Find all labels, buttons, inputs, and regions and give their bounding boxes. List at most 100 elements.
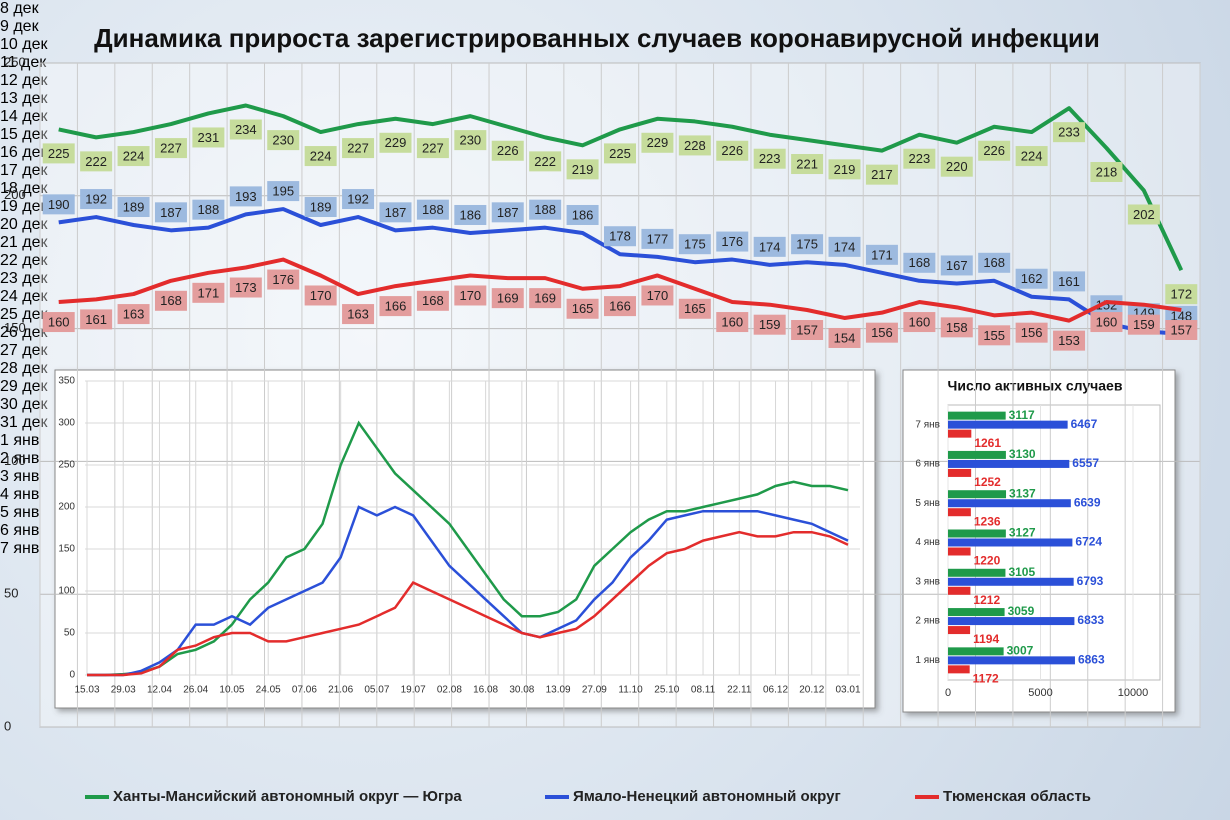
data-label: 188 (534, 202, 556, 217)
data-label-box (304, 285, 337, 306)
bar (948, 608, 1005, 617)
data-label: 170 (647, 288, 669, 303)
x-tick-label: 27 дек (0, 342, 48, 359)
legend-label: Ханты-Мансийский автономный округ — Югра (113, 788, 462, 805)
data-label-box (940, 156, 973, 177)
y-tick-label: 0 (4, 718, 11, 733)
data-label: 193 (235, 189, 257, 204)
data-label: 186 (572, 207, 594, 222)
data-label-box (791, 234, 824, 255)
data-label: 189 (123, 199, 145, 214)
data-label-box (903, 148, 936, 169)
x-tick-label: 16 дек (0, 144, 48, 161)
data-label: 224 (310, 148, 332, 163)
data-label: 175 (796, 237, 818, 252)
data-label-box (229, 119, 262, 140)
data-label-box (641, 285, 674, 306)
data-label: 228 (684, 138, 706, 153)
x-tick-label: 30.08 (509, 685, 534, 696)
data-label: 222 (534, 154, 556, 169)
data-label: 3137 (1009, 486, 1036, 500)
data-label-box (154, 290, 187, 311)
x-tick-label: 22.11 (727, 685, 752, 696)
data-label: 160 (721, 314, 743, 329)
data-label: 192 (347, 191, 369, 206)
data-label-box (604, 226, 636, 247)
bar (948, 468, 972, 477)
bar (948, 508, 971, 517)
x-tick-label: 29 дек (0, 378, 48, 395)
data-label: 189 (310, 199, 332, 214)
x-tick-label: 7 янв (0, 540, 40, 557)
data-label: 155 (983, 328, 1005, 343)
x-tick-label: 11.10 (618, 685, 643, 696)
data-label: 171 (871, 247, 893, 262)
data-label-box (342, 189, 375, 210)
x-tick-label: 13.09 (546, 685, 571, 696)
data-label: 6863 (1078, 653, 1105, 667)
data-label-box (1015, 146, 1048, 167)
data-label: 6724 (1075, 535, 1102, 549)
data-label: 169 (497, 291, 519, 306)
data-label: 230 (272, 133, 294, 148)
data-label: 192 (85, 191, 107, 206)
data-label: 162 (1021, 271, 1043, 286)
data-label: 161 (1058, 274, 1080, 289)
x-tick-label: 24 дек (0, 288, 48, 305)
data-label: 225 (48, 146, 70, 161)
x-tick-label: 26.04 (183, 685, 208, 696)
data-label-box (42, 143, 75, 164)
data-label-box (566, 298, 599, 319)
data-label-box (940, 255, 973, 276)
data-label-box (342, 138, 375, 159)
y-tick-label: 4 янв (915, 537, 940, 548)
data-label-box (80, 189, 113, 210)
data-label: 221 (796, 156, 818, 171)
data-label-box (978, 252, 1011, 273)
data-label-box (566, 204, 599, 225)
data-label-box (267, 181, 300, 202)
bar (948, 577, 1074, 586)
x-tick-label: 17 дек (0, 162, 48, 179)
data-label: 6793 (1077, 574, 1104, 588)
x-tick-label: 13 дек (0, 90, 48, 107)
data-label: 160 (1096, 314, 1118, 329)
data-label: 219 (834, 162, 856, 177)
data-label-box (978, 325, 1011, 346)
y-tick-label: 6 янв (915, 459, 940, 470)
data-label-box (566, 159, 599, 180)
data-label: 172 (1170, 287, 1192, 302)
data-label: 156 (871, 325, 893, 340)
x-tick-label: 19 дек (0, 198, 48, 215)
data-label: 153 (1058, 333, 1080, 348)
x-tick-label: 22 дек (0, 252, 48, 269)
data-label: 217 (871, 167, 893, 182)
data-label: 226 (497, 143, 519, 158)
data-label: 226 (721, 143, 743, 158)
data-label: 188 (422, 202, 444, 217)
data-label-box (865, 164, 898, 185)
data-label-box (828, 159, 861, 180)
data-label: 1220 (974, 554, 1001, 568)
data-label: 156 (1021, 325, 1043, 340)
data-label: 165 (684, 301, 706, 316)
data-label: 170 (459, 288, 481, 303)
x-tick-label: 27.09 (582, 685, 607, 696)
data-label: 170 (310, 288, 332, 303)
data-label: 165 (572, 301, 594, 316)
data-label: 178 (609, 229, 631, 244)
data-label: 171 (198, 285, 220, 300)
y-tick-label: 200 (4, 187, 26, 202)
data-label-box (491, 202, 524, 223)
line (87, 530, 849, 677)
data-label: 1172 (973, 672, 999, 686)
data-label-box (1165, 320, 1198, 341)
data-label: 3127 (1009, 526, 1036, 540)
x-tick-label: 15.03 (74, 685, 99, 696)
data-label: 233 (1058, 125, 1080, 140)
bar (948, 656, 1075, 665)
data-label-box (753, 314, 786, 335)
y-tick-label: 7 янв (915, 419, 940, 430)
y-tick-label: 350 (58, 376, 75, 387)
x-tick-label: 24.05 (256, 685, 281, 696)
